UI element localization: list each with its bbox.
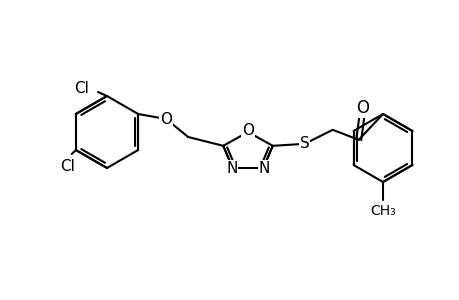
Text: CH₃: CH₃ (369, 204, 395, 218)
Text: O: O (355, 99, 369, 117)
Text: S: S (299, 136, 309, 151)
Text: N: N (225, 161, 237, 176)
Text: O: O (160, 112, 172, 127)
Text: N: N (258, 161, 269, 176)
Text: Cl: Cl (60, 158, 75, 173)
Text: O: O (241, 122, 253, 137)
Text: Cl: Cl (74, 80, 89, 95)
